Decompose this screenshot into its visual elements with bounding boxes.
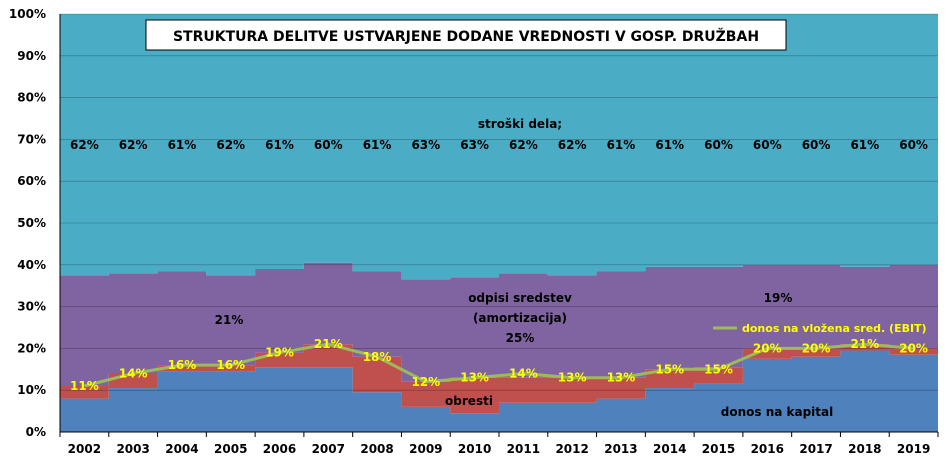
x-tick-label: 2012 <box>555 442 588 456</box>
labor-label: 61% <box>265 138 294 152</box>
x-tick-label: 2007 <box>312 442 345 456</box>
labor-label: 63% <box>460 138 489 152</box>
ebit-line <box>84 342 914 388</box>
y-tick-label: 70% <box>17 132 46 146</box>
y-tick-label: 40% <box>17 258 46 272</box>
x-axis-tick-labels: 2002 2003 2004 2005 2006 2007 2008 2009 2010 2011… <box>68 442 931 456</box>
chart-title-box: STRUKTURA DELITVE USTVARJENE DODANE VRED… <box>145 19 787 51</box>
legend-ebit-label: donos na vložena sred. (EBIT) <box>742 322 927 335</box>
x-tick-label: 2004 <box>165 442 198 456</box>
labor-label: 62% <box>558 138 587 152</box>
ebit-series <box>84 342 914 388</box>
y-tick-label: 60% <box>17 174 46 188</box>
labor-cost-labels: 62% 62% 61% 62% 61% 60% 61% 63% 63% 62% 62% 61% 61% 6… <box>70 138 928 152</box>
annotation-odpisi-line1: odpisi sredstev <box>468 291 572 305</box>
ebit-label: 21% <box>314 337 343 351</box>
labor-label: 60% <box>314 138 343 152</box>
labor-label: 63% <box>411 138 440 152</box>
annotation-odpisi-pct-center: 25% <box>506 331 535 345</box>
x-tick-label: 2018 <box>848 442 881 456</box>
labor-label: 60% <box>753 138 782 152</box>
y-tick-label: 50% <box>17 216 46 230</box>
x-tick-label: 2015 <box>702 442 735 456</box>
labor-label: 61% <box>607 138 636 152</box>
ebit-label: 13% <box>558 371 587 385</box>
x-tick-label: 2008 <box>360 442 393 456</box>
y-tick-label: 0% <box>26 425 46 439</box>
chart-title: STRUKTURA DELITVE USTVARJENE DODANE VRED… <box>173 28 759 45</box>
y-tick-label: 90% <box>17 49 46 63</box>
y-axis-tick-labels: 0% 10% 20% 30% 40% 50% 60% 70% 80% 90% 100% <box>9 7 46 439</box>
area-odpisi <box>60 262 938 386</box>
x-tick-label: 2017 <box>799 442 832 456</box>
ebit-label: 14% <box>119 366 148 380</box>
x-tick-label: 2011 <box>507 442 540 456</box>
area-obresti <box>60 344 938 414</box>
ebit-label: 20% <box>802 341 831 355</box>
x-tick-label: 2009 <box>409 442 442 456</box>
x-tick-label: 2013 <box>604 442 637 456</box>
ebit-label: 15% <box>655 362 684 376</box>
annotation-obresti: obresti <box>445 394 493 408</box>
annotation-kapital: donos na kapital <box>721 405 834 419</box>
ebit-label: 13% <box>607 371 636 385</box>
labor-label: 60% <box>802 138 831 152</box>
ebit-label: 21% <box>850 337 879 351</box>
x-tick-label: 2005 <box>214 442 247 456</box>
y-tick-label: 20% <box>17 341 46 355</box>
y-tick-label: 30% <box>17 300 46 314</box>
y-tick-label: 10% <box>17 383 46 397</box>
ebit-label: 13% <box>460 371 489 385</box>
labor-label: 62% <box>509 138 538 152</box>
ebit-label: 15% <box>704 362 733 376</box>
area-stroski <box>60 14 938 280</box>
annotation-stroski: stroški dela; <box>478 117 562 131</box>
x-tick-label: 2014 <box>653 442 686 456</box>
annotation-odpisi-pct-left: 21% <box>215 313 244 327</box>
x-tick-label: 2019 <box>897 442 930 456</box>
ebit-label: 18% <box>363 350 392 364</box>
area-kapital <box>60 350 938 432</box>
x-tick-label: 2016 <box>751 442 784 456</box>
labor-label: 62% <box>119 138 148 152</box>
x-tick-label: 2010 <box>458 442 491 456</box>
labor-label: 60% <box>704 138 733 152</box>
ebit-label: 20% <box>899 341 928 355</box>
annotation-odpisi-line2: (amortizacija) <box>473 311 567 325</box>
labor-label: 62% <box>70 138 99 152</box>
ebit-label: 19% <box>265 346 294 360</box>
legend: donos na vložena sred. (EBIT) <box>713 322 927 335</box>
ebit-labels: 11% 14% 16% 16% 19% 21% 18% 12% 13% 14% 13% 13% 15% 1… <box>70 337 928 393</box>
ebit-label: 11% <box>70 379 99 393</box>
ebit-label: 16% <box>216 358 245 372</box>
labor-label: 61% <box>168 138 197 152</box>
annotation-odpisi-pct-right: 19% <box>764 291 793 305</box>
labor-label: 61% <box>850 138 879 152</box>
ebit-label: 14% <box>509 366 538 380</box>
axes <box>59 14 939 437</box>
x-tick-label: 2003 <box>116 442 149 456</box>
labor-label: 61% <box>655 138 684 152</box>
labor-label: 61% <box>363 138 392 152</box>
x-tick-label: 2002 <box>68 442 101 456</box>
ebit-label: 20% <box>753 341 782 355</box>
ebit-label: 12% <box>411 375 440 389</box>
x-tick-label: 2006 <box>263 442 296 456</box>
ebit-label: 16% <box>168 358 197 372</box>
labor-label: 62% <box>216 138 245 152</box>
y-tick-label: 80% <box>17 91 46 105</box>
y-tick-label: 100% <box>9 7 46 21</box>
stacked-areas <box>60 14 938 432</box>
labor-label: 60% <box>899 138 928 152</box>
